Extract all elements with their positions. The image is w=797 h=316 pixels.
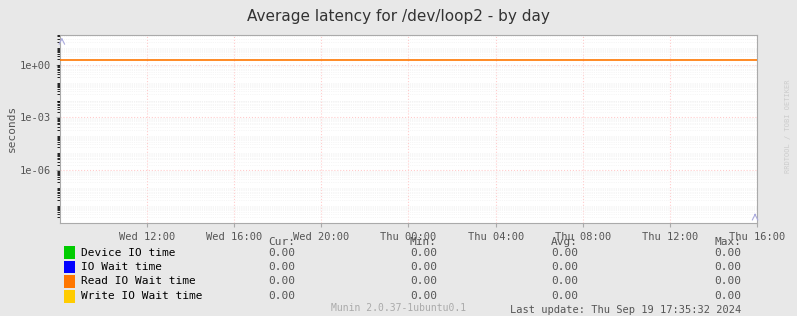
Text: 0.00: 0.00 xyxy=(268,262,295,272)
Text: Avg:: Avg: xyxy=(551,237,578,247)
Text: 0.00: 0.00 xyxy=(410,276,437,286)
Text: 0.00: 0.00 xyxy=(714,291,741,301)
Text: IO Wait time: IO Wait time xyxy=(81,262,163,272)
Text: RRDTOOL / TOBI OETIKER: RRDTOOL / TOBI OETIKER xyxy=(784,80,791,173)
Text: 0.00: 0.00 xyxy=(551,276,578,286)
Text: 0.00: 0.00 xyxy=(714,276,741,286)
Text: Min:: Min: xyxy=(410,237,437,247)
Text: 0.00: 0.00 xyxy=(268,291,295,301)
Text: 0.00: 0.00 xyxy=(551,291,578,301)
Text: 0.00: 0.00 xyxy=(410,248,437,258)
Text: Cur:: Cur: xyxy=(268,237,295,247)
Text: 0.00: 0.00 xyxy=(551,248,578,258)
Text: Read IO Wait time: Read IO Wait time xyxy=(81,276,196,286)
Text: Average latency for /dev/loop2 - by day: Average latency for /dev/loop2 - by day xyxy=(247,9,550,24)
Text: Write IO Wait time: Write IO Wait time xyxy=(81,291,202,301)
Text: Last update: Thu Sep 19 17:35:32 2024: Last update: Thu Sep 19 17:35:32 2024 xyxy=(510,305,741,315)
Text: 0.00: 0.00 xyxy=(268,276,295,286)
Text: 0.00: 0.00 xyxy=(551,262,578,272)
Text: Munin 2.0.37-1ubuntu0.1: Munin 2.0.37-1ubuntu0.1 xyxy=(331,303,466,313)
Text: 0.00: 0.00 xyxy=(410,291,437,301)
Text: Max:: Max: xyxy=(714,237,741,247)
Text: Device IO time: Device IO time xyxy=(81,248,176,258)
Text: 0.00: 0.00 xyxy=(410,262,437,272)
Text: 0.00: 0.00 xyxy=(714,262,741,272)
Text: 0.00: 0.00 xyxy=(268,248,295,258)
Text: 0.00: 0.00 xyxy=(714,248,741,258)
Y-axis label: seconds: seconds xyxy=(6,105,17,152)
